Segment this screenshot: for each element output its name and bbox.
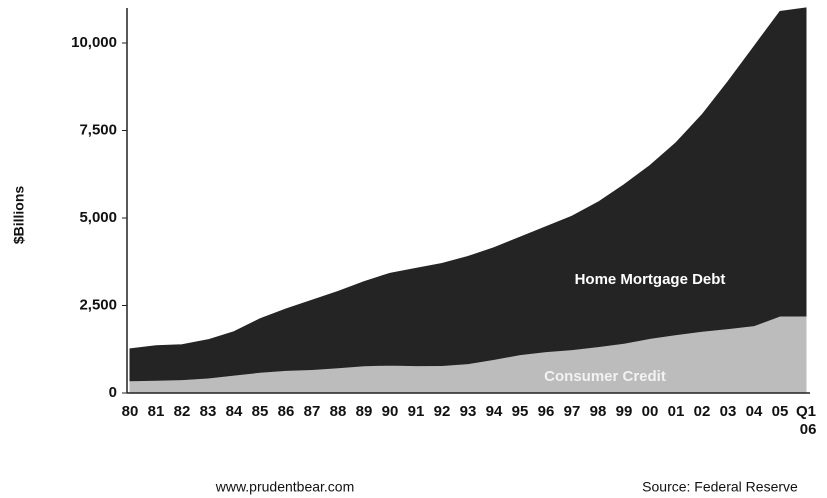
x-tick-label: 85 [252, 403, 269, 420]
x-tick-label: 82 [174, 403, 191, 420]
x-tick-label: 01 [668, 403, 685, 420]
x-tick-label: 00 [642, 403, 659, 420]
x-tick-label: 94 [486, 403, 503, 420]
y-tick-label: 5,000 [79, 209, 117, 226]
x-tick-label: 96 [538, 403, 555, 420]
x-tick-label: 99 [616, 403, 633, 420]
area [129, 7, 807, 382]
x-tick-label: 03 [720, 403, 737, 420]
x-tick-label: 80 [122, 403, 139, 420]
x-tick-label: 88 [330, 403, 347, 420]
y-tick-label: 10,000 [71, 34, 117, 51]
x-tick-label: 02 [694, 403, 711, 420]
x-tick-label: 87 [304, 403, 321, 420]
y-tick-label: 0 [109, 384, 117, 401]
x-tick-label: 05 [772, 403, 789, 420]
series-label: Consumer Credit [544, 368, 666, 385]
footer-url: www.prudentbear.com [215, 479, 355, 495]
x-tick-label: 95 [512, 403, 529, 420]
y-tick-label: 7,500 [79, 121, 117, 138]
x-tick-label: 83 [200, 403, 217, 420]
source: Source: Federal Reserve [642, 479, 798, 495]
x-tick-label: 84 [226, 403, 243, 420]
x-tick-label: 81 [148, 403, 165, 420]
x-tick-label: 92 [434, 403, 451, 420]
x-tick-label: 91 [408, 403, 425, 420]
x-tick-label: 89 [356, 403, 373, 420]
x-tick-label: 86 [278, 403, 295, 420]
x-tick-label: Q1 06 [796, 403, 817, 438]
series-label: Home Mortgage Debt [575, 271, 726, 288]
x-tick-label: 97 [564, 403, 581, 420]
x-tick-label: 98 [590, 403, 607, 420]
y-tick-label: 2,500 [79, 296, 117, 313]
x-tick-label: 93 [460, 403, 477, 420]
x-tick-label: 04 [746, 403, 763, 420]
y-axis-label: $Billions [11, 186, 27, 245]
x-tick-label: 90 [382, 403, 399, 420]
